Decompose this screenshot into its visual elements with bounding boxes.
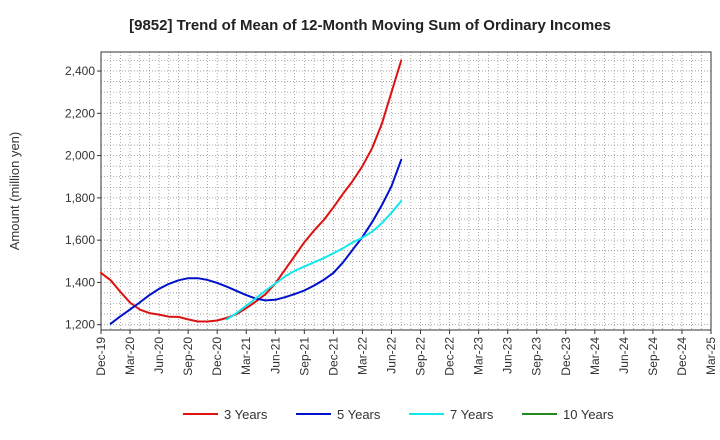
x-tick-label: Mar-23 bbox=[472, 337, 486, 375]
x-tick-label: Jun-20 bbox=[152, 337, 166, 374]
x-axis: Dec-19 Mar-20 Jun-20 Sep-20 Dec-20 Mar-21 Jun-… bbox=[94, 330, 718, 376]
x-tick-label: Mar-20 bbox=[123, 337, 137, 375]
x-tick-label: Mar-22 bbox=[355, 337, 369, 375]
series-line-3-years bbox=[100, 59, 403, 323]
x-tick-label: Jun-24 bbox=[617, 337, 631, 374]
chart-title: [9852] Trend of Mean of 12-Month Moving … bbox=[129, 17, 611, 34]
x-tick-label: Mar-21 bbox=[239, 337, 253, 375]
grid bbox=[101, 52, 711, 330]
y-tick-label: 2,400 bbox=[65, 64, 95, 78]
legend-label: 5 Years bbox=[337, 407, 381, 422]
y-tick-label: 1,200 bbox=[65, 318, 95, 332]
x-tick-label: Sep-20 bbox=[181, 337, 195, 376]
x-tick-label: Jun-22 bbox=[384, 337, 398, 374]
y-tick-label: 1,400 bbox=[65, 275, 95, 289]
x-tick-label: Dec-20 bbox=[210, 337, 224, 376]
legend-label: 7 Years bbox=[450, 407, 494, 422]
y-tick-label: 2,000 bbox=[65, 149, 95, 163]
series-layer bbox=[100, 59, 403, 325]
y-tick-label: 2,200 bbox=[65, 106, 95, 120]
x-tick-label: Mar-24 bbox=[588, 337, 602, 375]
x-tick-label: Dec-22 bbox=[443, 337, 457, 376]
x-tick-label: Jun-21 bbox=[268, 337, 282, 374]
y-tick-label: 1,800 bbox=[65, 191, 95, 205]
y-axis: 1,200 1,400 1,600 1,800 2,000 2,200 2,400 bbox=[65, 64, 101, 332]
x-tick-label: Sep-21 bbox=[297, 337, 311, 376]
x-tick-label: Jun-23 bbox=[501, 337, 515, 374]
x-tick-label: Dec-23 bbox=[559, 337, 573, 376]
x-tick-label: Dec-21 bbox=[326, 337, 340, 376]
legend: 3 Years 5 Years 7 Years 10 Years bbox=[183, 407, 614, 422]
x-tick-label: Dec-24 bbox=[675, 337, 689, 376]
x-tick-label: Sep-22 bbox=[414, 337, 428, 376]
legend-label: 3 Years bbox=[224, 407, 268, 422]
legend-label: 10 Years bbox=[563, 407, 614, 422]
y-axis-label: Amount (million yen) bbox=[7, 132, 22, 251]
plot-area bbox=[100, 51, 712, 331]
x-tick-label: Mar-25 bbox=[704, 337, 718, 375]
series-line-7-years bbox=[225, 200, 403, 321]
x-tick-label: Dec-19 bbox=[94, 337, 108, 376]
x-tick-label: Sep-23 bbox=[530, 337, 544, 376]
x-tick-label: Sep-24 bbox=[646, 337, 660, 376]
y-tick-label: 1,600 bbox=[65, 233, 95, 247]
